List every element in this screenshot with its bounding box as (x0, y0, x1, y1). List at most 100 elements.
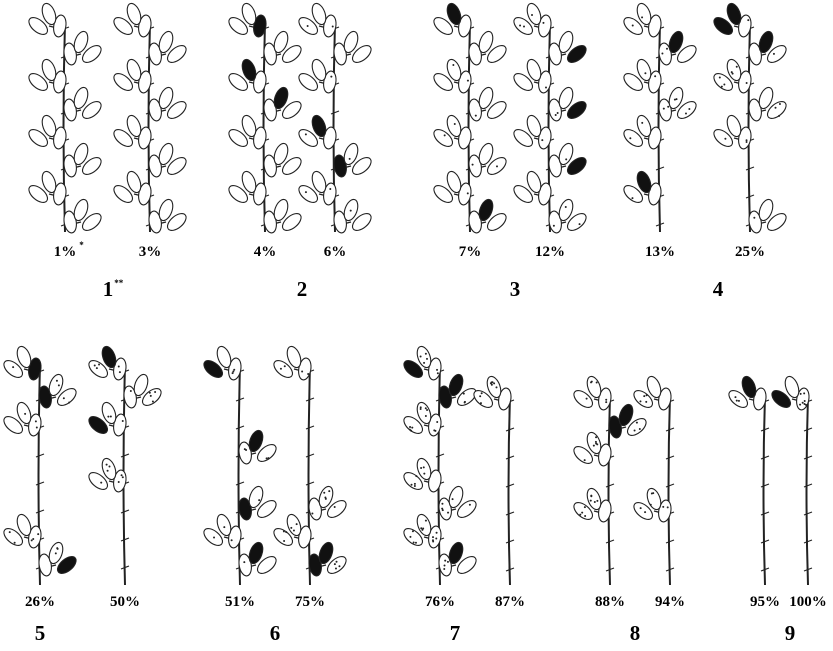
node (804, 512, 812, 515)
lesion (541, 139, 543, 141)
lesion (425, 353, 427, 355)
node (804, 540, 812, 543)
node (804, 456, 812, 459)
lesion (108, 466, 110, 468)
lesion (662, 506, 664, 508)
lesion (674, 99, 676, 101)
lesion (542, 22, 544, 24)
lesion (149, 392, 151, 394)
plant (431, 2, 509, 234)
stem (669, 395, 671, 585)
node (236, 482, 244, 485)
lesion (150, 395, 152, 397)
lesion (325, 498, 327, 500)
node (666, 484, 674, 487)
lesion (591, 381, 593, 383)
lesion (152, 400, 154, 402)
score-label: 6 (270, 621, 281, 645)
node (121, 510, 129, 513)
lesion (442, 509, 444, 511)
lesion (98, 363, 100, 365)
lesion (685, 112, 687, 114)
lesion (154, 391, 156, 393)
stem (239, 365, 241, 585)
lesion (636, 422, 638, 424)
lesion (584, 459, 586, 461)
lesion (432, 536, 434, 538)
node (506, 456, 514, 459)
lesion (110, 416, 112, 418)
score-label: 8 (630, 621, 641, 645)
score-label: 4 (713, 277, 724, 301)
lesion (688, 108, 690, 110)
lesion (57, 548, 59, 550)
lesion (593, 445, 595, 447)
footnote-mark: ** (114, 278, 124, 288)
plant (226, 2, 304, 234)
lesion (244, 448, 246, 450)
severity-percent: 95% (750, 594, 780, 610)
lesion (433, 429, 435, 431)
lesion (736, 400, 738, 402)
lesion (31, 539, 33, 541)
lesion (804, 403, 806, 405)
lesion (328, 490, 330, 492)
lesion (555, 114, 557, 116)
lesion (296, 523, 298, 525)
lesion (734, 396, 736, 398)
lesion (232, 370, 234, 372)
lesion (283, 540, 285, 542)
lesion (584, 515, 586, 517)
lesion (596, 500, 598, 502)
lesion (631, 197, 633, 199)
lesion (545, 87, 547, 89)
severity-percent: 6% (324, 244, 347, 260)
node (506, 484, 514, 487)
lesion (423, 473, 425, 475)
lesion (336, 561, 338, 563)
lesion (643, 395, 645, 397)
node (761, 456, 769, 459)
node (506, 512, 514, 515)
lesion (24, 413, 26, 415)
lesion (426, 409, 428, 411)
node (236, 426, 244, 429)
lesion (122, 420, 124, 422)
lesion (55, 552, 57, 554)
lesion (307, 25, 309, 27)
lesion (323, 492, 325, 494)
severity-percent: 4% (254, 244, 277, 260)
lesion (213, 537, 215, 539)
lesion (667, 106, 669, 108)
lesion (334, 563, 336, 565)
lesion (605, 401, 607, 403)
stem (807, 395, 809, 585)
lesion (423, 466, 425, 468)
lesion (305, 133, 307, 135)
lesion (553, 225, 555, 227)
severity-percent: 51% (225, 594, 255, 610)
plant (621, 2, 699, 232)
severity-percent: 1% (54, 244, 77, 260)
lesion (35, 420, 37, 422)
lesion (436, 421, 438, 423)
node (121, 454, 129, 457)
lesion (804, 400, 806, 402)
lesion (284, 365, 286, 367)
lesion (666, 48, 668, 50)
lesion (586, 398, 588, 400)
lesion (130, 390, 132, 392)
lesion (423, 362, 425, 364)
lesion (464, 401, 466, 403)
stem (309, 365, 311, 585)
plant (26, 2, 104, 234)
lesion (480, 402, 482, 404)
footnote-mark: * (79, 240, 84, 250)
lesion (519, 25, 521, 27)
severity-percent: 100% (789, 594, 827, 610)
lesion (285, 531, 287, 533)
lesion (800, 393, 802, 395)
lesion (596, 382, 598, 384)
lesion (590, 500, 592, 502)
lesion (415, 475, 417, 477)
